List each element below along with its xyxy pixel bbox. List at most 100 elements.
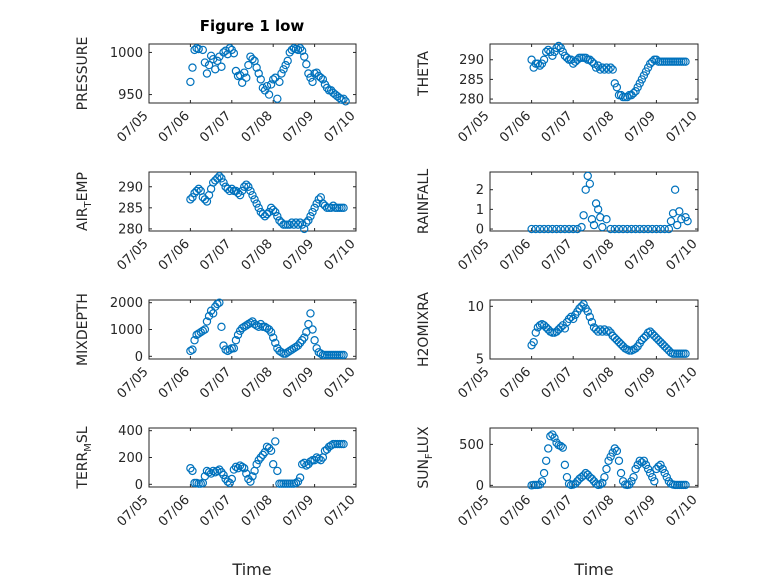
data-point	[281, 60, 290, 70]
y-axis-label-main: AIR	[75, 207, 91, 231]
data-point	[583, 171, 592, 181]
data-point	[550, 433, 559, 443]
data-point	[188, 466, 197, 476]
data-point	[258, 83, 268, 93]
data-point	[612, 446, 622, 456]
data-point	[244, 60, 253, 70]
data-point	[339, 350, 348, 360]
x-tick-label: 07/08	[239, 109, 276, 146]
data-point	[273, 466, 282, 476]
x-tick-label: 07/06	[497, 365, 534, 402]
x-tick-label: 07/10	[321, 237, 358, 274]
data-point	[229, 465, 239, 474]
data-point	[297, 460, 307, 469]
data-point	[581, 185, 590, 194]
y-axis-label-rest: LUX	[416, 426, 432, 453]
data-point	[650, 477, 659, 486]
x-tick-label: 07/06	[497, 493, 534, 530]
data-point	[264, 207, 274, 217]
data-point	[548, 224, 557, 234]
x-tick-label: 07/05	[114, 109, 151, 146]
data-point	[591, 63, 601, 72]
data-point	[254, 69, 263, 78]
y-tick-label: 280	[118, 222, 143, 237]
x-tick-label: 07/05	[114, 493, 151, 530]
axes-frame	[148, 427, 357, 488]
data-point	[264, 325, 274, 334]
data-point	[277, 69, 286, 78]
data-point	[285, 346, 294, 356]
x-tick-label: 07/08	[239, 365, 276, 402]
data-point	[604, 65, 613, 74]
x-tick-label: 07/10	[663, 365, 700, 402]
data-point	[581, 53, 590, 62]
y-tick-label: 0	[476, 479, 484, 494]
subplot-5: 0 1000 2000 07/05 07/06 07/07 07/08 07/09 07/10 M…	[75, 293, 359, 402]
data-point	[211, 468, 220, 477]
data-point	[606, 224, 615, 234]
data-point	[589, 59, 599, 68]
data-point	[552, 43, 561, 53]
data-point	[289, 344, 299, 353]
y-tick-label: 1000	[110, 46, 143, 61]
data-point	[225, 186, 234, 196]
x-tick-label: 07/06	[497, 109, 534, 146]
y-tick-label: 290	[459, 53, 484, 68]
subplot-8: 0 500 07/05 07/06 07/07 07/08 07/09 07/10 SUNFLU…	[416, 426, 701, 530]
data-point	[188, 345, 197, 354]
data-point	[310, 336, 319, 345]
data-point	[648, 57, 657, 66]
data-point	[635, 456, 644, 465]
x-tick-label: 07/09	[280, 109, 317, 146]
data-point	[631, 464, 640, 474]
data-point	[675, 207, 684, 216]
data-point	[225, 478, 234, 488]
x-tick-label: 07/06	[156, 365, 193, 402]
x-tick-label: 07/07	[539, 237, 576, 274]
data-point	[564, 224, 574, 234]
data-point	[264, 443, 274, 453]
data-point	[202, 69, 212, 78]
data-point	[635, 224, 644, 234]
subplot-7: 0 200 400 07/05 07/06 07/07 07/08 07/09 07/10 TER…	[75, 424, 359, 530]
data-point	[652, 333, 661, 343]
data-point	[566, 55, 576, 64]
data-point	[237, 78, 247, 87]
data-point	[608, 331, 617, 341]
y-tick-label: 285	[118, 201, 143, 216]
x-tick-label: 07/07	[539, 493, 576, 530]
x-tick-label: 07/05	[455, 365, 492, 402]
data-point	[260, 322, 270, 332]
data-point	[273, 212, 282, 221]
y-axis-label: AIRTEMP	[75, 172, 94, 231]
y-axis-label-sub: F	[424, 453, 435, 459]
data-point	[618, 224, 628, 234]
data-point	[531, 328, 540, 337]
y-axis-label: SUNFLUX	[416, 426, 435, 489]
data-point	[221, 345, 230, 354]
axes-frame	[489, 299, 699, 360]
data-point	[627, 477, 636, 486]
x-tick-label: 07/08	[580, 109, 617, 146]
data-point	[308, 207, 317, 217]
data-point	[304, 69, 313, 78]
data-point	[308, 325, 317, 334]
data-point	[643, 464, 653, 474]
data-point	[533, 59, 543, 68]
data-point	[248, 190, 257, 200]
data-point	[281, 349, 290, 358]
data-point	[339, 94, 348, 103]
data-point	[614, 456, 624, 465]
data-point	[631, 344, 640, 353]
subplot-1: 950 1000 07/05 07/06 07/07 07/08 07/09 07/10 PRE…	[75, 37, 359, 146]
axes-frame	[148, 299, 357, 360]
data-point	[215, 172, 224, 181]
y-tick-label: 2	[476, 183, 484, 198]
data-point	[254, 322, 263, 332]
data-point	[585, 179, 595, 188]
data-point	[312, 453, 321, 462]
data-point	[556, 224, 565, 234]
data-point	[673, 220, 682, 230]
data-point	[541, 47, 551, 57]
data-point	[623, 224, 632, 234]
